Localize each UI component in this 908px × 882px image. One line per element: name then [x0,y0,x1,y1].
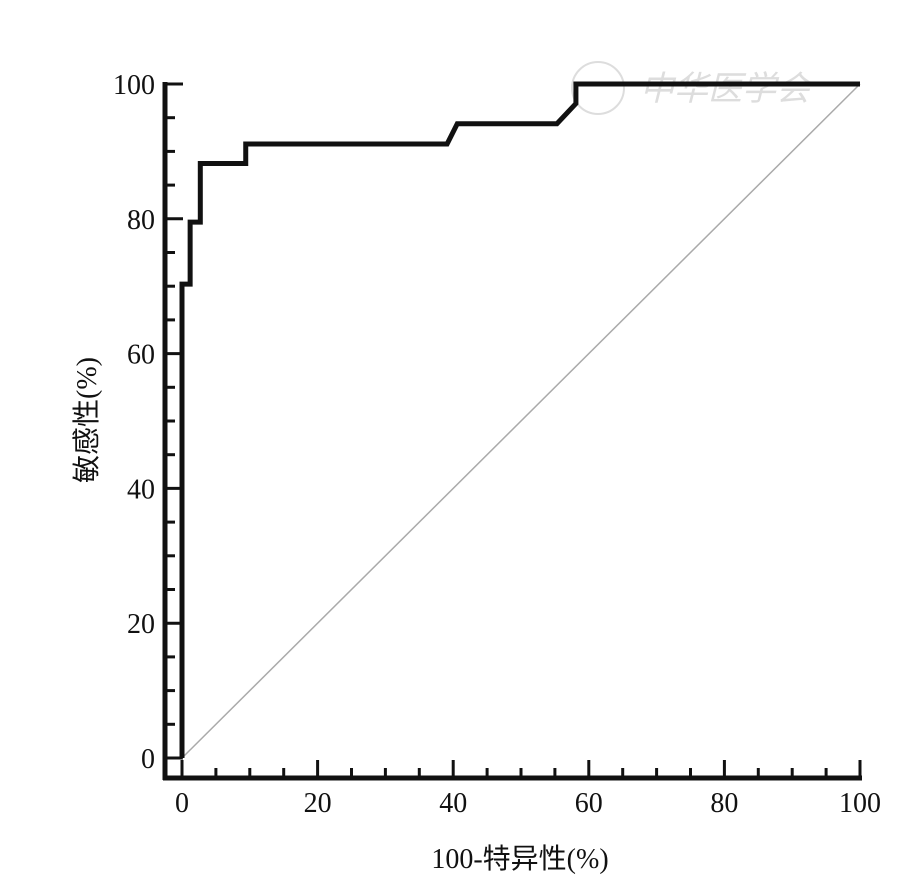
reference-line [181,83,861,759]
x-tick-label: 40 [439,788,467,819]
y-tick-label: 60 [127,340,155,371]
x-tick-label: 20 [304,788,332,819]
x-axis-title: 100-特异性(%) [431,843,608,875]
y-tick-label: 40 [127,474,155,505]
x-tick-label: 100 [839,788,881,819]
watermark-text: 中华医学会 [640,69,814,109]
y-axis-title: 敏感性(%) [71,357,103,483]
watermark-seal-icon [571,61,625,115]
x-tick-label: 0 [175,788,189,819]
y-tick-label: 80 [127,205,155,236]
y-tick-label: 0 [141,744,155,775]
y-tick-label: 100 [113,70,155,101]
roc-curve [179,81,860,758]
x-tick-label: 80 [710,788,738,819]
x-tick-label: 60 [575,788,603,819]
y-tick-label: 20 [127,609,155,640]
watermark: 中华医学会 [571,61,814,115]
